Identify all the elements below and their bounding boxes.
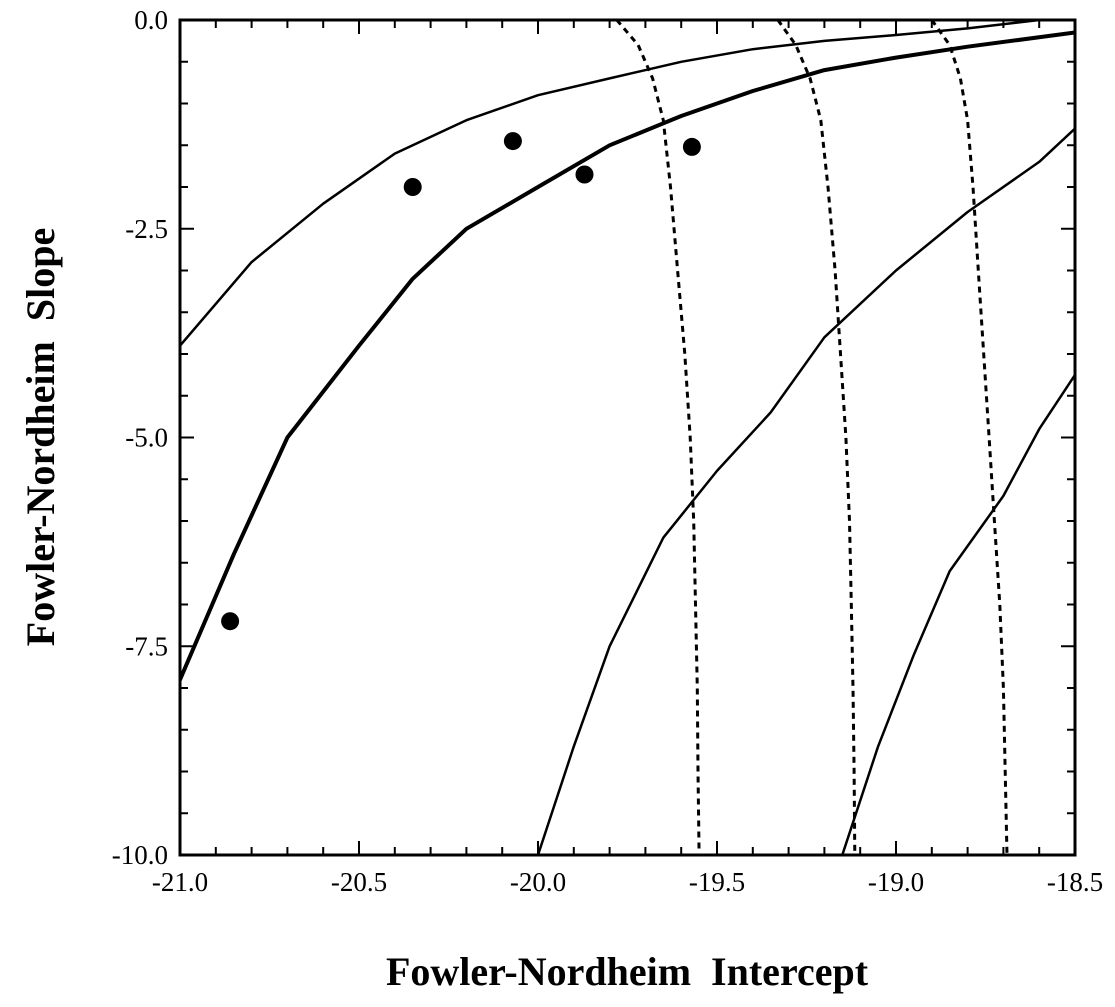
- data-point-2: [403, 178, 422, 196]
- series-line-7: [930, 20, 1009, 855]
- series-line-4: [841, 373, 1075, 855]
- y-tick-label: -2.5: [125, 214, 168, 244]
- series-line-3: [536, 127, 1075, 855]
- data-point-3: [503, 132, 522, 151]
- series-line-5: [615, 20, 701, 855]
- x-tick-label: -18.5: [1047, 867, 1103, 897]
- x-tick-label: -19.0: [868, 867, 924, 897]
- scatter-points: [221, 132, 701, 631]
- x-tick-label: -20.0: [510, 867, 566, 897]
- data-point-1: [221, 612, 240, 631]
- plot-frame: [178, 18, 1077, 857]
- data-point-5: [682, 137, 701, 156]
- tick-labels: -21.0 -20.5 -20.0 -19.5 -19.0 -18.5 0.0 -2.5 -5.…: [112, 5, 1103, 897]
- x-tick-label: -21.0: [152, 867, 208, 897]
- data-point-4: [575, 165, 594, 184]
- y-tick-label: -5.0: [125, 423, 168, 453]
- series-layer: [180, 20, 1075, 855]
- x-axis-title: Fowler-Nordheim Intercept: [386, 949, 869, 994]
- series-line-2: [180, 30, 1075, 682]
- y-axis-title: Fowler-Nordheim Slope: [18, 228, 63, 646]
- axis-ticks: [179, 19, 1076, 856]
- y-tick-label: -7.5: [125, 631, 168, 661]
- series-line-6: [776, 20, 857, 855]
- x-tick-label: -19.5: [689, 867, 745, 897]
- y-tick-label: 0.0: [134, 5, 168, 35]
- x-tick-label: -20.5: [331, 867, 387, 897]
- series-line-1: [180, 20, 1050, 347]
- y-tick-label: -10.0: [112, 840, 168, 870]
